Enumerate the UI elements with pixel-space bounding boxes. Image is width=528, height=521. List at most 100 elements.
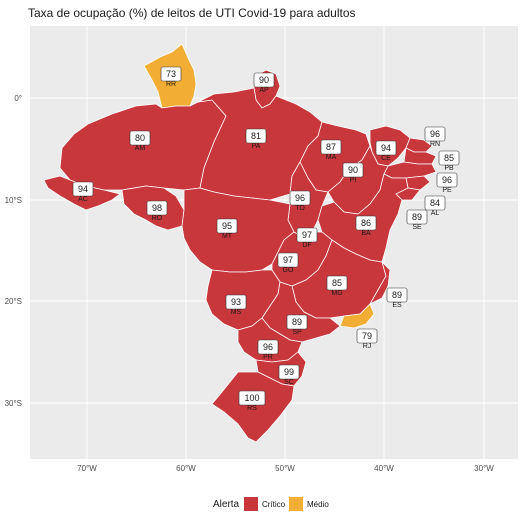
- state-label-se: 89 SE: [406, 209, 428, 231]
- state-abbr: MA: [326, 154, 337, 161]
- value-label-box: [277, 252, 299, 268]
- state-abbr: RO: [152, 215, 163, 222]
- state-abbr: PR: [263, 354, 273, 361]
- state-abbr: AP: [259, 87, 269, 94]
- value-label-box: [225, 294, 247, 310]
- state-label-al: 84 AL: [424, 195, 446, 217]
- value-label-box: [216, 218, 238, 234]
- value-label-box: [289, 190, 311, 206]
- state-es: [368, 260, 391, 305]
- value-label-box: [257, 339, 279, 355]
- value-label-box: [356, 328, 378, 344]
- state-abbr: RR: [166, 81, 176, 88]
- state-abbr: GO: [283, 267, 294, 274]
- value-label-box: [72, 181, 94, 197]
- state-label-to: 96 TO: [289, 190, 311, 212]
- state-value: 94: [78, 184, 88, 194]
- state-abbr: TO: [295, 205, 305, 212]
- state-label-ro: 98 RO: [146, 200, 168, 222]
- state-label-ma: 87 MA: [320, 139, 342, 161]
- state-label-pa: 81 PA: [245, 128, 267, 150]
- state-value: 99: [284, 367, 294, 377]
- state-label-ms: 93 MS: [225, 294, 247, 316]
- value-label-box: [438, 150, 460, 166]
- state-abbr: MS: [231, 309, 242, 316]
- state-abbr: SP: [292, 329, 302, 336]
- state-label-rn: 96 RN: [424, 126, 446, 148]
- state-abbr: AC: [78, 196, 88, 203]
- state-abbr: PB: [444, 165, 454, 172]
- map-title: Taxa de ocupação (%) de leitos de UTI Co…: [28, 6, 356, 20]
- state-value: 96: [430, 129, 440, 139]
- y-tick-label: 0°: [14, 94, 22, 103]
- state-value: 90: [259, 75, 269, 85]
- x-tick-label: 50°W: [275, 464, 295, 473]
- state-label-sp: 89 SP: [286, 314, 308, 336]
- value-label-box: [238, 390, 266, 406]
- state-value: 96: [295, 193, 305, 203]
- x-tick-label: 40°W: [374, 464, 394, 473]
- state-abbr: RN: [430, 141, 440, 148]
- y-tick-label: 30°S: [5, 399, 22, 408]
- state-value: 89: [412, 212, 422, 222]
- state-abbr: SC: [284, 379, 294, 386]
- value-label-box: [129, 130, 151, 146]
- legend-title: Alerta: [213, 499, 240, 510]
- legend-swatch-medio: [289, 497, 303, 511]
- legend-label-medio: Médio: [307, 500, 329, 509]
- state-label-sc: 99 SC: [278, 364, 300, 386]
- value-label-box: [146, 200, 168, 216]
- state-abbr: PE: [442, 187, 452, 194]
- state-label-am: 80 AM: [129, 130, 151, 152]
- state-value: 97: [302, 230, 312, 240]
- state-rs: [211, 371, 295, 443]
- value-label-box: [424, 195, 446, 211]
- legend-label-critico: Crítico: [262, 500, 286, 509]
- value-label-box: [406, 209, 428, 225]
- state-rj: [339, 303, 375, 329]
- value-label-box: [245, 128, 267, 144]
- state-label-mt: 95 MT: [216, 218, 238, 240]
- state-label-pb: 85 PB: [438, 150, 460, 172]
- value-label-box: [436, 172, 458, 188]
- state-label-pe: 96 PE: [436, 172, 458, 194]
- state-labels-layer: 73 RR 90 AP 80 AM 81 PA 87 MA 94 CE 96 RN 85 PB 96 PE 90 PI…: [72, 66, 460, 412]
- state-abbr: MG: [331, 290, 342, 297]
- value-label-box: [160, 66, 182, 82]
- state-label-ce: 94 CE: [375, 140, 397, 162]
- state-abbr: DF: [302, 242, 311, 249]
- legend-swatch-critico: [244, 497, 258, 511]
- value-label-box: [253, 72, 275, 88]
- value-label-box: [296, 227, 318, 243]
- state-abbr: SE: [412, 224, 422, 231]
- state-value: 98: [152, 203, 162, 213]
- state-label-go: 97 GO: [277, 252, 299, 274]
- legend: Alerta Crítico Médio: [213, 497, 329, 511]
- value-label-box: [342, 162, 364, 178]
- state-value: 73: [166, 69, 176, 79]
- state-value: 87: [326, 142, 336, 152]
- value-label-box: [286, 314, 308, 330]
- state-value: 96: [263, 342, 273, 352]
- value-label-box: [278, 364, 300, 380]
- state-abbr: AM: [135, 145, 146, 152]
- state-value: 97: [283, 255, 293, 265]
- state-value: 96: [442, 175, 452, 185]
- state-abbr: PA: [252, 143, 261, 150]
- state-abbr: AL: [431, 210, 440, 217]
- state-value: 100: [244, 393, 259, 403]
- value-label-box: [355, 215, 377, 231]
- state-abbr: BA: [361, 230, 371, 237]
- state-label-rj: 79 RJ: [356, 328, 378, 350]
- state-value: 85: [444, 153, 454, 163]
- state-value: 85: [332, 278, 342, 288]
- x-axis: 70°W 60°W 50°W 40°W 30°W: [77, 464, 494, 473]
- state-label-df: 97 DF: [296, 227, 318, 249]
- state-abbr: RS: [247, 405, 257, 412]
- state-label-es: 89 ES: [386, 287, 408, 309]
- state-value: 90: [348, 165, 358, 175]
- state-value: 84: [430, 198, 440, 208]
- state-label-rr: 73 RR: [160, 66, 182, 88]
